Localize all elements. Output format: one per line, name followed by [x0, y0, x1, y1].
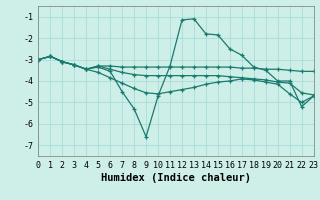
X-axis label: Humidex (Indice chaleur): Humidex (Indice chaleur): [101, 173, 251, 183]
